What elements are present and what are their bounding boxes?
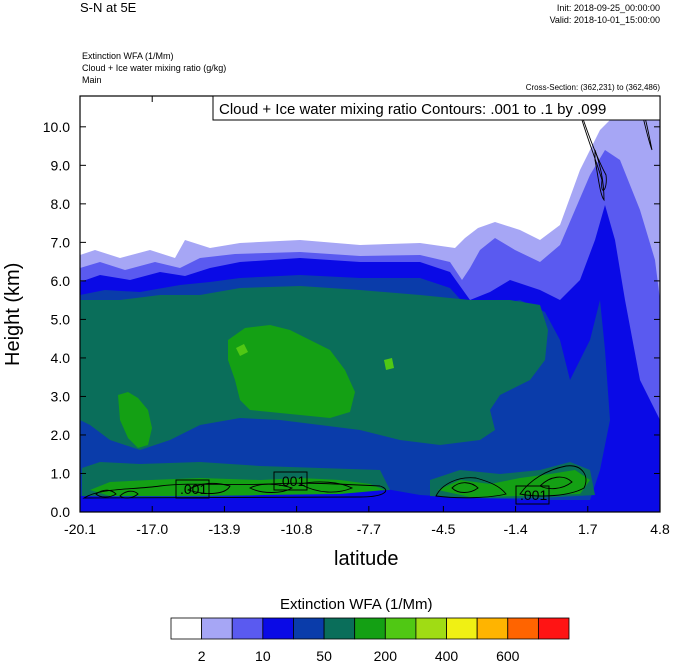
y-tick-label: 4.0: [51, 350, 71, 366]
contour-annotation-box: Cloud + Ice water mixing ratio Contours:…: [212, 95, 661, 121]
y-axis-label: Height (km): [2, 262, 24, 366]
contour-line: [298, 481, 354, 493]
x-tick-label: -10.8: [281, 521, 313, 537]
colorbar-swatch: [384, 617, 417, 640]
colorbar-tick-label: 2: [198, 648, 206, 664]
colorbar-swatch: [201, 617, 233, 640]
contour-label-text: .001: [520, 487, 547, 503]
colorbar-tick-label: 600: [496, 648, 520, 664]
init-time: Init: 2018-09-25_00:00:00: [556, 3, 660, 13]
contour-label: .001: [273, 471, 308, 491]
field-extinction: Extinction WFA (1/Mm): [82, 51, 174, 61]
contour-label: .001: [515, 485, 550, 505]
extinction-region-lightgreen: [384, 358, 394, 370]
field-cloud-ice: Cloud + Ice water mixing ratio (g/kg): [82, 63, 227, 73]
y-tick-label: 2.0: [51, 427, 71, 443]
y-axis: 0.0 1.0 2.0 3.0 4.0 5.0 6.0 7.0 8.0 9.0 10.0: [43, 119, 660, 520]
valid-time: Valid: 2018-10-01_15:00:00: [549, 15, 660, 25]
extinction-region-green: [438, 470, 590, 497]
extinction-region-green: [228, 325, 355, 418]
plot-title: S-N at 5E: [80, 0, 137, 15]
contour-labels: .001 .001 .001: [175, 471, 550, 505]
contour-annotation: Cloud + Ice water mixing ratio Contours:…: [219, 101, 606, 118]
x-tick-label: -4.5: [431, 521, 455, 537]
time-info: Init: 2018-09-25_00:00:00 Valid: 2018-10…: [550, 2, 660, 26]
colorbar-swatch: [170, 617, 203, 640]
colorbar-swatch: [262, 617, 294, 640]
x-tick-label: 1.7: [578, 521, 598, 537]
colorbar-title: Extinction WFA (1/Mm): [280, 596, 433, 613]
contour-line: [594, 149, 605, 202]
x-tick-label: 4.8: [650, 521, 670, 537]
x-tick-label: -20.1: [64, 521, 96, 537]
colorbar-swatch: [323, 617, 356, 640]
y-tick-label: 0.0: [51, 504, 71, 520]
y-tick-label: 5.0: [51, 311, 71, 327]
y-tick-label: 6.0: [51, 273, 71, 289]
contour-line: [95, 489, 117, 498]
y-tick-label: 8.0: [51, 196, 71, 212]
y-tick-label: 3.0: [51, 388, 71, 404]
x-axis-label: latitude: [334, 548, 399, 570]
y-tick-label: 7.0: [51, 234, 71, 250]
contour-label: .001: [175, 479, 210, 499]
colorbar-swatch: [415, 617, 447, 640]
contour-line: [519, 465, 587, 497]
colorbar-swatch: [446, 617, 478, 640]
contour-line: [119, 490, 139, 499]
colorbar-swatch: [476, 617, 509, 640]
colorbar-swatch: [537, 617, 570, 640]
colorbar-swatch: [354, 617, 386, 640]
contour-label-text: .001: [180, 481, 207, 497]
x-tick-label: -13.9: [208, 521, 240, 537]
x-axis: -20.1 -17.0 -13.9 -10.8 -7.7 -4.5 -1.4 1.7 4.8: [64, 96, 670, 537]
colorbar-tick-label: 400: [435, 648, 459, 664]
y-tick-label: 1.0: [51, 465, 71, 481]
x-tick-label: -17.0: [136, 521, 168, 537]
contour-line: [539, 476, 573, 490]
extinction-field: [80, 96, 660, 512]
contour-line: [451, 482, 479, 493]
colorbar: 2 10 50 200 400 600: [170, 617, 570, 664]
colorbar-tick-label: 50: [316, 648, 332, 664]
extinction-region-lightgreen: [236, 344, 248, 356]
y-tick-label: 9.0: [51, 157, 71, 173]
x-tick-label: -1.4: [504, 521, 528, 537]
contour-label-text: .001: [278, 473, 305, 489]
extinction-region-green: [118, 392, 152, 448]
colorbar-tick-label: 10: [255, 648, 271, 664]
y-tick-label: 10.0: [43, 119, 70, 135]
colorbar-swatch: [293, 617, 325, 640]
x-tick-label: -7.7: [357, 521, 381, 537]
field-main: Main: [82, 75, 102, 85]
cross-section-label: Cross-Section: (362,231) to (362,486): [525, 83, 660, 92]
colorbar-tick-label: 200: [374, 648, 398, 664]
contour-line: [248, 483, 294, 493]
contour-line: [186, 482, 231, 494]
field-info: Extinction WFA (1/Mm) Cloud + Ice water …: [82, 50, 226, 86]
colorbar-swatch: [507, 617, 539, 640]
contour-line: [435, 477, 507, 499]
colorbar-swatch: [231, 617, 264, 640]
